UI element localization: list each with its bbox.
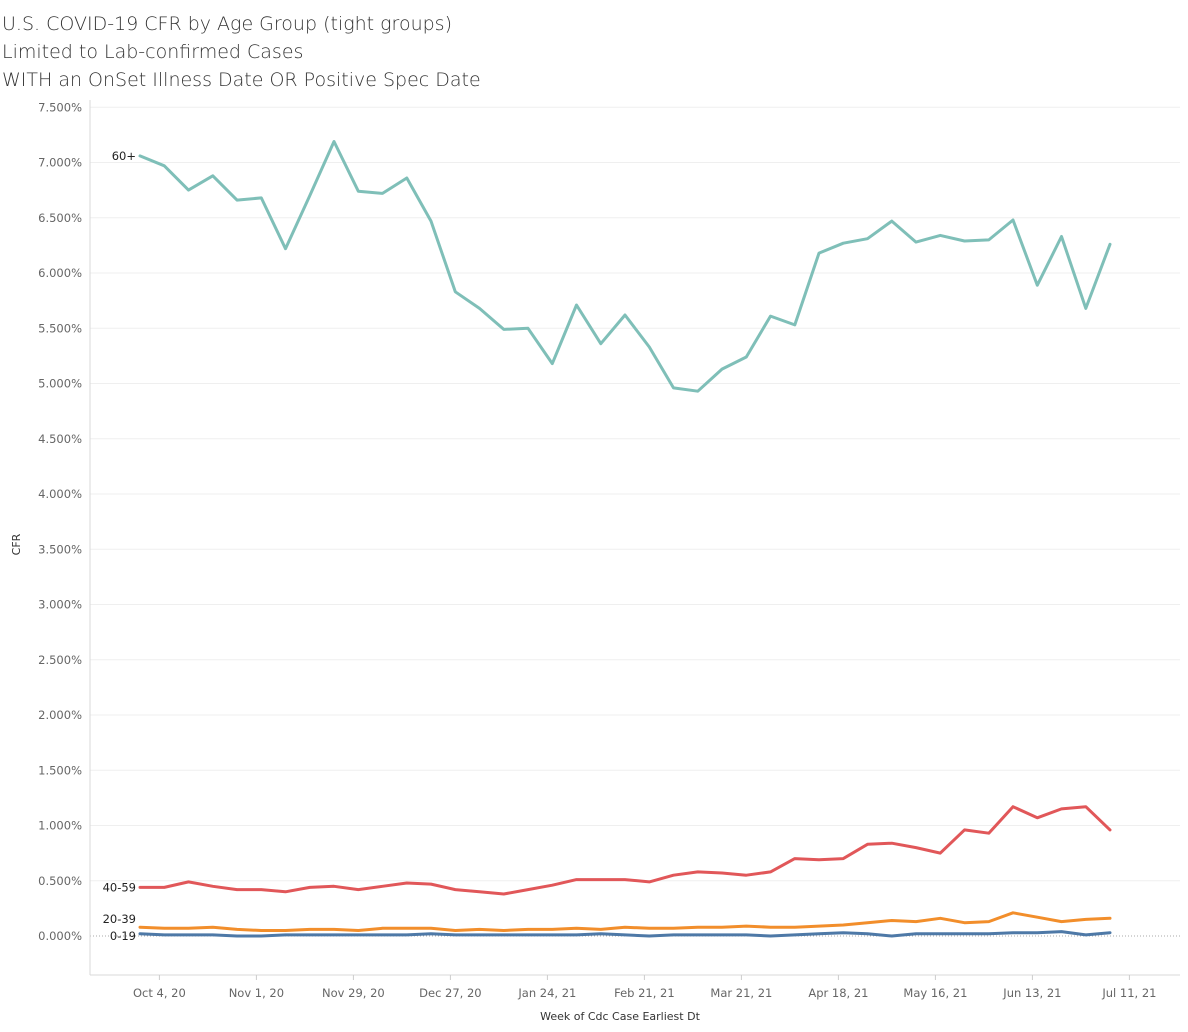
x-tick-label: Feb 21, 21	[614, 986, 675, 1000]
y-axis: 0.000% 0.500% 1.000% 1.500% 2.000% 2.500% 3.00…	[38, 100, 91, 975]
x-tick-label: Oct 4, 20	[133, 986, 186, 1000]
y-tick-label: 7.000%	[38, 156, 82, 170]
x-tick-label: Mar 21, 21	[710, 986, 772, 1000]
series-line-0-19	[138, 930, 1112, 938]
series-line-20-39	[138, 911, 1112, 932]
y-tick-label: 4.500%	[38, 432, 82, 446]
y-axis-title: CFR	[10, 533, 23, 555]
y-tick-label: 2.000%	[38, 708, 82, 722]
y-tick-label: 0.500%	[38, 874, 82, 888]
x-tick-label: Apr 18, 21	[808, 986, 868, 1000]
y-tick-label: 6.500%	[38, 211, 82, 225]
chart-titles: U.S. COVID-19 CFR by Age Group (tight gr…	[2, 10, 481, 94]
y-tick-label: 1.500%	[38, 763, 82, 777]
series-label-60+: 60+	[112, 149, 136, 163]
series-lines	[138, 140, 1112, 938]
series-labels: 60+ 40-59 20-39 0-19	[103, 149, 136, 943]
x-axis-title: Week of Cdc Case Earliest Dt	[540, 1010, 700, 1023]
series-label-0-19: 0-19	[110, 929, 136, 943]
series-label-20-39: 20-39	[103, 912, 136, 926]
series-line-60+	[138, 140, 1112, 393]
x-tick-label: Jan 24, 21	[517, 986, 576, 1000]
y-tick-label: 5.000%	[38, 377, 82, 391]
x-tick-label: Jun 13, 21	[1002, 986, 1061, 1000]
y-tick-label: 6.000%	[38, 266, 82, 280]
x-tick-label: Dec 27, 20	[419, 986, 482, 1000]
y-tick-label: 4.000%	[38, 487, 82, 501]
chart-subtitle-2: WITH an OnSet Illness Date OR Positive S…	[2, 69, 481, 91]
y-tick-label: 1.000%	[38, 819, 82, 833]
series-label-40-59: 40-59	[103, 880, 136, 894]
y-tick-label: 0.000%	[38, 929, 82, 943]
x-axis: Oct 4, 20 Nov 1, 20 Nov 29, 20 Dec 27, 20 Ja…	[90, 974, 1180, 1000]
y-tick-label: 2.500%	[38, 653, 82, 667]
x-tick-label: May 16, 21	[903, 986, 967, 1000]
gridlines	[90, 106, 1180, 937]
y-tick-label: 5.500%	[38, 321, 82, 335]
chart-title: U.S. COVID-19 CFR by Age Group (tight gr…	[2, 13, 452, 35]
y-tick-label: 7.500%	[38, 100, 82, 114]
series-line-40-59	[138, 805, 1112, 896]
y-tick-label: 3.500%	[38, 542, 82, 556]
x-tick-label: Jul 11, 21	[1101, 986, 1156, 1000]
y-tick-label: 3.000%	[38, 598, 82, 612]
x-tick-label: Nov 1, 20	[229, 986, 284, 1000]
x-tick-label: Nov 29, 20	[322, 986, 385, 1000]
chart-subtitle-1: Limited to Lab-confirmed Cases	[2, 41, 304, 63]
